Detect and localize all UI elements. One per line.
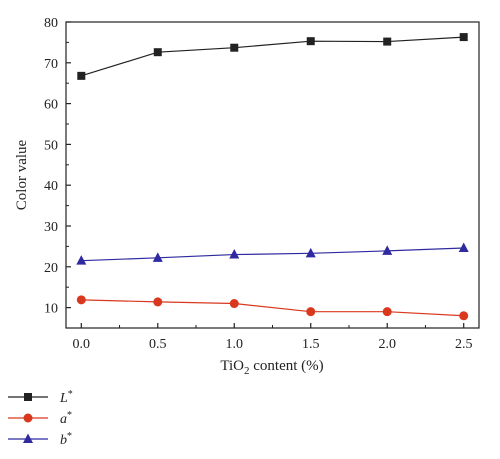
legend-label: L*: [59, 389, 73, 406]
series-line: [81, 36, 464, 77]
x-axis: 0.0 0.5 1.0 1.5 2.0 2.5: [73, 323, 473, 352]
series-1: [76, 295, 469, 321]
x-tick-label: 1.5: [302, 337, 320, 352]
data-point: [77, 71, 86, 80]
data-point: [76, 295, 86, 305]
data-point: [459, 33, 468, 42]
data-point: [459, 311, 469, 321]
data-point: [383, 37, 392, 46]
x-tick-label: 2.5: [455, 337, 473, 352]
data-point: [305, 247, 316, 258]
x-axis-label: TiO2 content (%): [220, 358, 323, 377]
data-point: [152, 252, 163, 262]
x-tick-label: 0.5: [149, 337, 167, 352]
series-2: [76, 242, 469, 265]
data-point: [153, 297, 163, 307]
y-axis-label: Color value: [14, 139, 30, 210]
y-tick-label: 40: [44, 179, 58, 194]
data-point: [306, 307, 316, 317]
y-tick-label: 20: [44, 261, 58, 276]
legend-item: a*: [8, 410, 72, 427]
legend-item: L*: [8, 389, 73, 406]
data-point: [230, 43, 239, 52]
series-layer: [76, 33, 469, 321]
series-line: [81, 299, 464, 317]
data-point: [76, 255, 87, 265]
data-point: [306, 37, 315, 46]
legend-marker: [23, 433, 33, 443]
legend: L* a* b*: [8, 389, 73, 448]
data-point: [382, 245, 393, 255]
legend-label: a*: [60, 410, 72, 427]
series-line: [81, 247, 464, 262]
series-0: [77, 33, 468, 80]
x-tick-label: 2.0: [378, 337, 396, 352]
data-point: [458, 242, 469, 253]
legend-marker: [24, 393, 32, 401]
x-tick-label: 0.0: [73, 337, 91, 352]
legend-marker: [23, 413, 33, 423]
legend-item: b*: [8, 431, 72, 448]
data-point: [382, 307, 392, 317]
y-tick-label: 50: [44, 138, 58, 153]
y-tick-label: 80: [44, 16, 58, 31]
y-tick-label: 60: [44, 98, 58, 113]
y-tick-label: 30: [44, 220, 58, 235]
y-tick-label: 10: [44, 302, 58, 317]
y-axis: 10 20 30 40 50 60 70 80: [44, 16, 71, 317]
data-point: [229, 299, 239, 309]
plot-frame: [65, 21, 480, 329]
y-tick-label: 70: [44, 57, 58, 72]
data-point: [229, 249, 240, 259]
legend-label: b*: [60, 431, 72, 448]
x-tick-label: 1.0: [226, 337, 244, 352]
data-point: [153, 48, 162, 57]
